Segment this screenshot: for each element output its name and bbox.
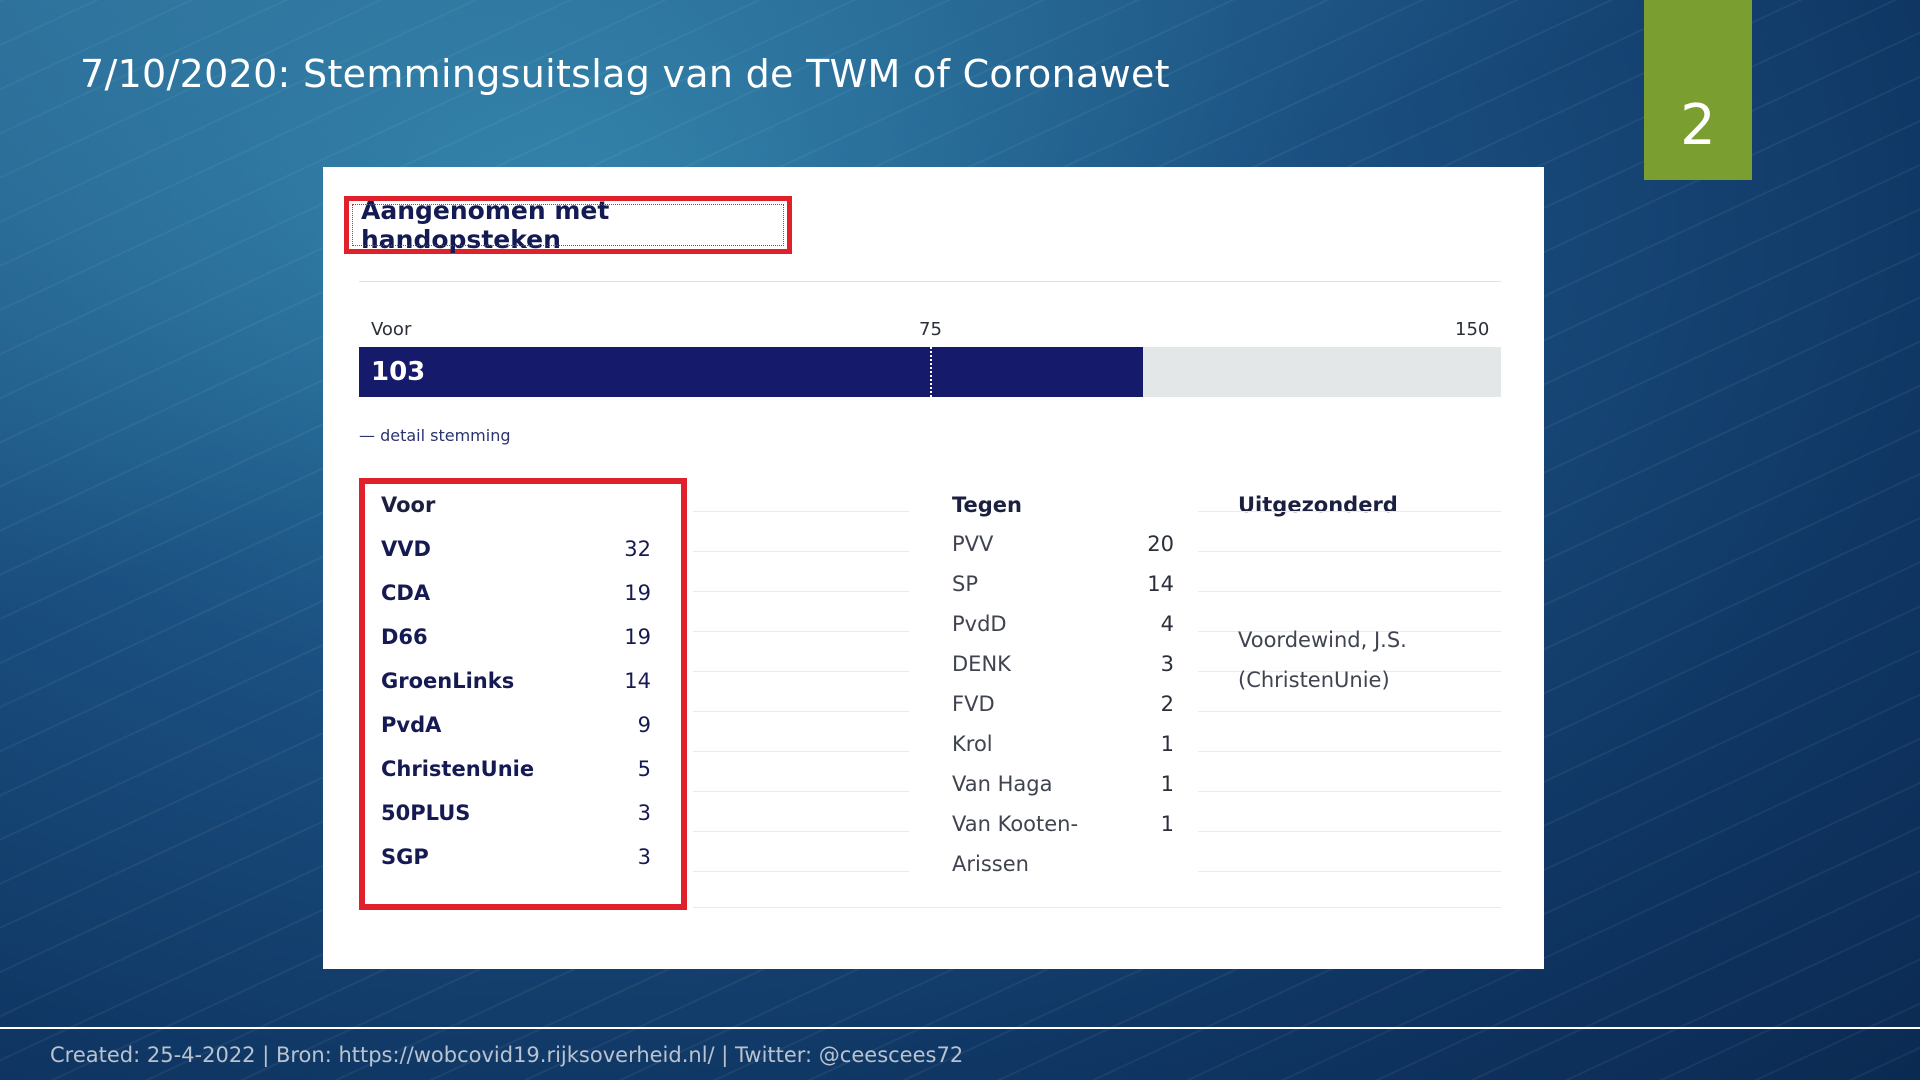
tegen-heading: Tegen (952, 493, 1023, 517)
party-name: VVD (381, 537, 431, 561)
uitgezonderd-party: (ChristenUnie) (1238, 668, 1390, 692)
party-name: PvdA (381, 713, 442, 737)
bar-max-label: 150 (1455, 319, 1490, 340)
row-separator (1198, 551, 1501, 552)
vote-bar-fill (359, 347, 1144, 397)
seat-count: 19 (624, 581, 651, 605)
voor-row: D66 19 (381, 625, 661, 665)
tegen-row: FVD 2 (952, 692, 1192, 732)
row-separator (1198, 791, 1501, 792)
voor-row: VVD 32 (381, 537, 661, 577)
tegen-row: Van Kooten- 1 (952, 812, 1192, 852)
voor-heading: Voor (381, 493, 436, 517)
page-number: 2 (1644, 0, 1752, 180)
vote-result-panel: Aangenomen met handopsteken Voor 75 150 … (323, 167, 1544, 969)
row-separator (1198, 831, 1501, 832)
vote-bar-track: 103 (359, 347, 1501, 397)
majority-line (930, 347, 932, 397)
result-title-highlight: Aangenomen met handopsteken (344, 196, 792, 254)
row-separator (1198, 751, 1501, 752)
row-separator (1198, 631, 1501, 632)
voor-row: GroenLinks 14 (381, 669, 661, 709)
bar-voor-label: Voor (371, 319, 412, 340)
seat-count: 20 (1147, 532, 1174, 556)
party-name: Van Kooten- (952, 812, 1079, 836)
seat-count: 9 (637, 713, 651, 737)
footer-divider (0, 1027, 1920, 1029)
voor-row: CDA 19 (381, 581, 661, 621)
party-name: PVV (952, 532, 994, 556)
party-name: SGP (381, 845, 429, 869)
tegen-row: DENK 3 (952, 652, 1192, 692)
row-separator (693, 711, 909, 712)
row-separator (1198, 591, 1501, 592)
voor-row: SGP 3 (381, 845, 661, 885)
seat-count: 14 (624, 669, 651, 693)
tegen-row: Arissen (952, 852, 1192, 892)
slide-title: 7/10/2020: Stemmingsuitslag van de TWM o… (80, 52, 1170, 96)
seat-count: 4 (1160, 612, 1174, 636)
row-separator (693, 751, 909, 752)
seat-count: 32 (624, 537, 651, 561)
tegen-row: Van Haga 1 (952, 772, 1192, 812)
seat-count: 5 (637, 757, 651, 781)
seat-count: 3 (637, 845, 651, 869)
row-separator (693, 831, 909, 832)
row-separator (693, 591, 909, 592)
row-separator (693, 907, 1501, 908)
row-separator (693, 671, 909, 672)
party-name: PvdD (952, 612, 1007, 636)
tegen-row: PVV 20 (952, 532, 1192, 572)
row-separator (1198, 671, 1501, 672)
party-name: ChristenUnie (381, 757, 535, 781)
uitgezonderd-name: Voordewind, J.S. (1238, 628, 1407, 652)
seat-count: 1 (1160, 732, 1174, 756)
divider (359, 281, 1501, 282)
seat-count: 3 (637, 801, 651, 825)
voor-row: 50PLUS 3 (381, 801, 661, 841)
party-name: Krol (952, 732, 993, 756)
uitgezonderd-heading: Uitgezonderd (1238, 493, 1398, 517)
vote-bar-value: 103 (371, 357, 426, 387)
seat-count: 14 (1147, 572, 1174, 596)
party-name: D66 (381, 625, 428, 649)
party-name: Arissen (952, 852, 1029, 876)
seat-count: 1 (1160, 772, 1174, 796)
row-separator (693, 631, 909, 632)
row-separator (1198, 711, 1501, 712)
bar-mid-label: 75 (919, 319, 942, 340)
party-name: CDA (381, 581, 431, 605)
detail-stemming-link[interactable]: — detail stemming (359, 426, 511, 445)
party-name: GroenLinks (381, 669, 515, 693)
tegen-row: PvdD 4 (952, 612, 1192, 652)
seat-count: 3 (1160, 652, 1174, 676)
tegen-row: Krol 1 (952, 732, 1192, 772)
party-name: Van Haga (952, 772, 1053, 796)
party-name: FVD (952, 692, 995, 716)
party-name: SP (952, 572, 978, 596)
voor-row: PvdA 9 (381, 713, 661, 753)
tegen-row: SP 14 (952, 572, 1192, 612)
seat-count: 1 (1160, 812, 1174, 836)
row-separator (693, 791, 909, 792)
party-name: DENK (952, 652, 1011, 676)
row-separator (693, 871, 909, 872)
row-separator (693, 551, 909, 552)
result-title: Aangenomen met handopsteken (361, 196, 610, 254)
party-name: 50PLUS (381, 801, 471, 825)
row-separator (1198, 871, 1501, 872)
row-separator (1198, 511, 1501, 512)
voor-row: ChristenUnie 5 (381, 757, 661, 797)
slide-footer: Created: 25-4-2022 | Bron: https://wobco… (50, 1043, 964, 1067)
seat-count: 2 (1160, 692, 1174, 716)
seat-count: 19 (624, 625, 651, 649)
row-separator (693, 511, 909, 512)
voor-highlight-box (359, 478, 687, 910)
